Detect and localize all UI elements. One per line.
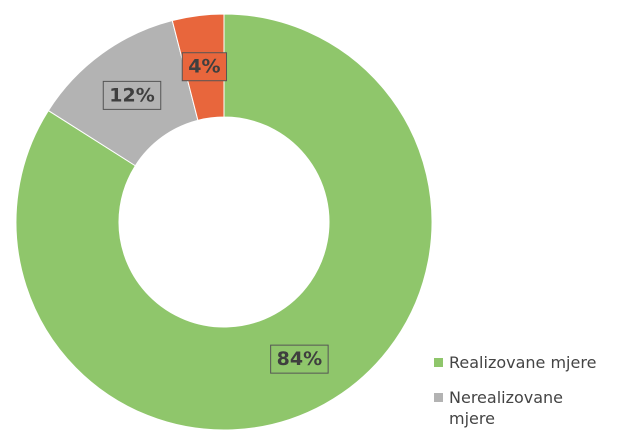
data-label: 4% [188,56,220,78]
legend-label: Realizovane mjere [449,353,597,372]
data-label: 84% [277,348,322,370]
data-label-box [102,80,162,110]
page: 84% 12% 4% Realizovane mjere Nerealizovane … [15,13,597,431]
data-label-box [181,52,228,82]
data-label: 12% [109,84,154,106]
legend-item: Nerealizovane mjere [434,387,624,429]
donut-slice [15,13,433,431]
legend-swatch [434,358,443,367]
chart: 84% 12% 4% [15,13,433,431]
legend-label: Nerealizovane mjere [449,388,564,428]
legend-swatch [434,393,443,402]
data-label-box [270,344,329,374]
legend: Realizovane mjere Nerealizovane mjere [434,352,624,443]
legend-item: Realizovane mjere [434,352,624,373]
